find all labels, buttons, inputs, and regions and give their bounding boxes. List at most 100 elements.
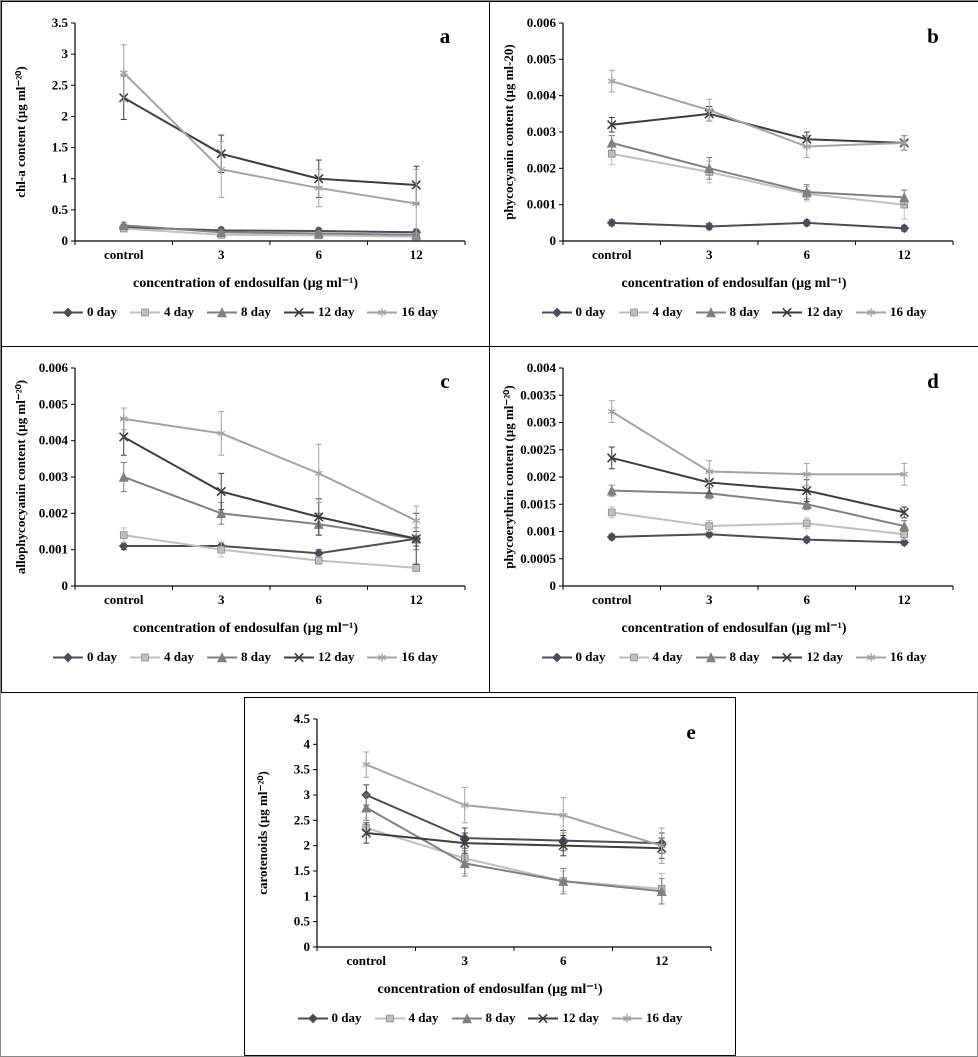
legend-label: 4 day [652, 649, 683, 664]
asterisk-marker-icon [855, 307, 886, 317]
square-marker-icon [130, 653, 161, 661]
chart-a-plot-area: 0 0.5 1 1.5 2 2.5 3 3.5 control 3 6 12 chl-a content… [13, 15, 465, 262]
x-tick-label: 3 [462, 953, 469, 968]
triangle-marker-icon [207, 651, 237, 662]
legend-label: 0 day [575, 304, 606, 319]
series-line-12-day [611, 456, 905, 514]
y-tick-label: 0.002 [38, 505, 67, 520]
y-tick-label: 2.5 [294, 812, 311, 827]
triangle-marker-icon [207, 306, 237, 317]
x-tick-label: 3 [218, 247, 225, 262]
series-line-16-day [365, 763, 663, 847]
y-tick-label: 1 [61, 171, 68, 186]
legend-label: 12 day [317, 649, 355, 664]
legend-label: 0 day [331, 1010, 362, 1025]
legend-label: 0 day [87, 649, 118, 664]
y-tick-label: 1 [304, 888, 311, 903]
legend-label: 12 day [806, 304, 843, 319]
y-tick-label: 0 [304, 939, 311, 954]
x-tick-label: control [104, 247, 144, 262]
y-tick-label: 0.005 [38, 396, 68, 411]
legend-item: 0 day [541, 649, 606, 665]
asterisk-marker-icon [367, 307, 398, 317]
series-line-4-day [611, 152, 905, 206]
chart-e-xlabel: concentration of endosulfan (µg ml⁻¹) [377, 982, 603, 997]
asterisk-marker-icon [611, 1013, 642, 1023]
legend-item: 8 day [207, 649, 271, 665]
square-marker-icon [130, 308, 161, 316]
y-tick-label: 0.006 [38, 360, 68, 375]
series-line-4-day [123, 227, 416, 238]
chart-a-legend: 0 day 4 day 8 day 12 day 16 day [2, 304, 489, 320]
y-tick-label: 0.003 [527, 124, 557, 139]
y-tick-label: 0 [550, 578, 557, 593]
y-tick-label: 1.5 [51, 140, 68, 155]
legend-item: 12 day [772, 649, 843, 665]
y-tick-label: 2.5 [51, 77, 68, 92]
square-marker-icon [618, 308, 649, 316]
asterisk-marker-icon [367, 652, 398, 662]
series-line-0-day [123, 537, 416, 555]
series-line-16-day [611, 410, 905, 476]
series-line-12-day [366, 832, 662, 850]
legend-item: 4 day [130, 304, 194, 320]
y-tick-label: 0 [550, 233, 557, 248]
chart-a-xlabel: concentration of endosulfan (µg ml⁻¹) [133, 276, 358, 291]
series-line-0-day [611, 533, 905, 544]
y-tick-label: 0.003 [527, 415, 557, 430]
legend-item: 4 day [130, 649, 194, 665]
chart-d-xlabel: concentration of endosulfan (µg ml⁻¹) [621, 621, 847, 636]
series-line-12-day [122, 436, 416, 540]
x-marker-icon [772, 652, 803, 662]
y-tick-label: 4 [304, 736, 311, 751]
y-tick-label: 0.0035 [520, 387, 556, 402]
legend-item: 0 day [541, 304, 606, 320]
chart-c-ylabel: allophycocyanin content (µg ml⁻²⁰) [13, 380, 28, 574]
chart-b-legend: 0 day 4 day 8 day 12 day 16 day [490, 304, 978, 320]
legend-label: 16 day [889, 304, 927, 319]
y-tick-label: 0.001 [38, 542, 67, 557]
x-tick-label: 3 [706, 592, 713, 607]
chart-e-plot-area: 0 0.5 1 1.5 2 2.5 3 3.5 4 4.5 control 3 6 12 carotenoi… [255, 711, 712, 968]
chart-e-carotenoids: 0 0.5 1 1.5 2 2.5 3 3.5 4 4.5 control 3 6 12 carotenoi… [244, 697, 736, 1056]
legend-label: 16 day [401, 304, 438, 319]
series-line-12-day [611, 112, 905, 144]
y-tick-label: 0.001 [527, 524, 556, 539]
series-line-8-day [123, 224, 416, 236]
diamond-marker-icon [297, 1013, 328, 1023]
series-line-4-day [365, 826, 662, 890]
chart-c-plot-area: 0 0.001 0.002 0.003 0.004 0.005 0.006 control 3 6… [13, 360, 465, 607]
y-tick-label: 0.0005 [520, 551, 556, 566]
legend-item: 12 day [283, 304, 354, 320]
series-line-8-day [611, 141, 905, 199]
legend-item: 16 day [367, 649, 438, 665]
series-line-8-day [122, 476, 416, 540]
x-tick-label: 12 [898, 592, 911, 607]
chart-d-plot-area: 0 0.0005 0.001 0.0015 0.002 0.0025 0.003 0.0035… [501, 360, 954, 607]
chart-b-phycocyanin-content: 0 0.001 0.002 0.003 0.004 0.005 0.006 control 3 6… [489, 1, 978, 347]
y-tick-label: 0.004 [527, 360, 557, 375]
panel-letter-b: b [927, 24, 939, 48]
legend-label: 4 day [652, 304, 683, 319]
chart-c-allophycocyanin-content: 0 0.001 0.002 0.003 0.004 0.005 0.006 control 3 6… [1, 346, 490, 693]
x-marker-icon [283, 652, 314, 662]
legend-item: 8 day [207, 304, 271, 320]
x-tick-label: 6 [804, 247, 811, 262]
legend-item: 16 day [855, 649, 927, 665]
y-tick-label: 4.5 [294, 711, 311, 726]
chart-a-chl-a-content: 0 0.5 1 1.5 2 2.5 3 3.5 control 3 6 12 chl-a content… [1, 1, 490, 347]
legend-label: 8 day [729, 304, 760, 319]
y-tick-label: 0.002 [527, 160, 556, 175]
y-tick-label: 2 [304, 838, 311, 853]
legend-label: 16 day [889, 649, 927, 664]
y-tick-label: 3.5 [294, 762, 311, 777]
chart-c-legend: 0 day 4 day 8 day 12 day 16 day [2, 649, 489, 665]
panel-letter-e: e [686, 720, 695, 744]
x-tick-label: 6 [315, 592, 322, 607]
y-tick-label: 0.003 [38, 469, 68, 484]
legend-item: 16 day [855, 304, 927, 320]
x-tick-label: 12 [409, 592, 422, 607]
triangle-marker-icon [451, 1012, 482, 1023]
panel-letter-c: c [440, 369, 449, 393]
